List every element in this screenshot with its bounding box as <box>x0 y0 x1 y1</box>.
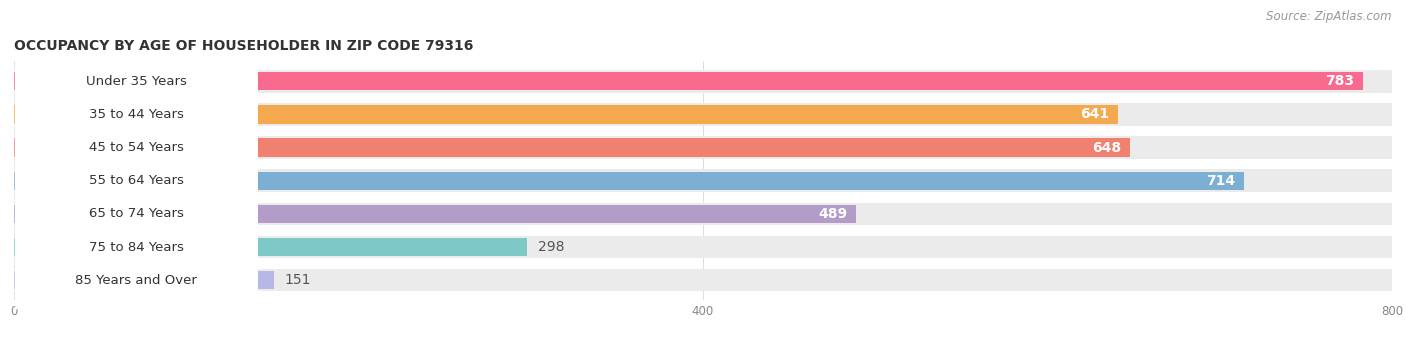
Text: 714: 714 <box>1206 174 1236 188</box>
Text: Source: ZipAtlas.com: Source: ZipAtlas.com <box>1267 10 1392 23</box>
Text: OCCUPANCY BY AGE OF HOUSEHOLDER IN ZIP CODE 79316: OCCUPANCY BY AGE OF HOUSEHOLDER IN ZIP C… <box>14 39 474 53</box>
Text: 75 to 84 Years: 75 to 84 Years <box>89 240 184 254</box>
Bar <box>14 169 1392 192</box>
Bar <box>14 269 1392 292</box>
Bar <box>14 236 1392 258</box>
Text: 55 to 64 Years: 55 to 64 Years <box>89 174 184 187</box>
Bar <box>14 203 1392 225</box>
FancyBboxPatch shape <box>14 152 257 210</box>
Bar <box>14 105 1118 123</box>
Text: 85 Years and Over: 85 Years and Over <box>76 274 197 287</box>
Bar <box>14 205 856 223</box>
Bar <box>14 103 1392 126</box>
Text: 65 to 74 Years: 65 to 74 Years <box>89 207 184 220</box>
Text: 298: 298 <box>537 240 564 254</box>
FancyBboxPatch shape <box>14 52 257 110</box>
Bar <box>14 138 1130 157</box>
Bar <box>14 136 1392 159</box>
FancyBboxPatch shape <box>14 85 257 144</box>
Text: 35 to 44 Years: 35 to 44 Years <box>89 108 184 121</box>
FancyBboxPatch shape <box>14 218 257 276</box>
Text: 783: 783 <box>1324 74 1354 88</box>
Text: Under 35 Years: Under 35 Years <box>86 75 187 88</box>
Text: 45 to 54 Years: 45 to 54 Years <box>89 141 184 154</box>
Bar <box>14 72 1362 90</box>
FancyBboxPatch shape <box>14 185 257 243</box>
FancyBboxPatch shape <box>14 251 257 309</box>
FancyBboxPatch shape <box>14 119 257 177</box>
Bar <box>14 70 1392 92</box>
Bar <box>14 172 1244 190</box>
Text: 641: 641 <box>1080 107 1109 121</box>
Bar <box>14 238 527 256</box>
Text: 151: 151 <box>284 273 311 287</box>
Text: 648: 648 <box>1092 140 1122 154</box>
Bar <box>14 271 274 289</box>
Text: 489: 489 <box>818 207 848 221</box>
